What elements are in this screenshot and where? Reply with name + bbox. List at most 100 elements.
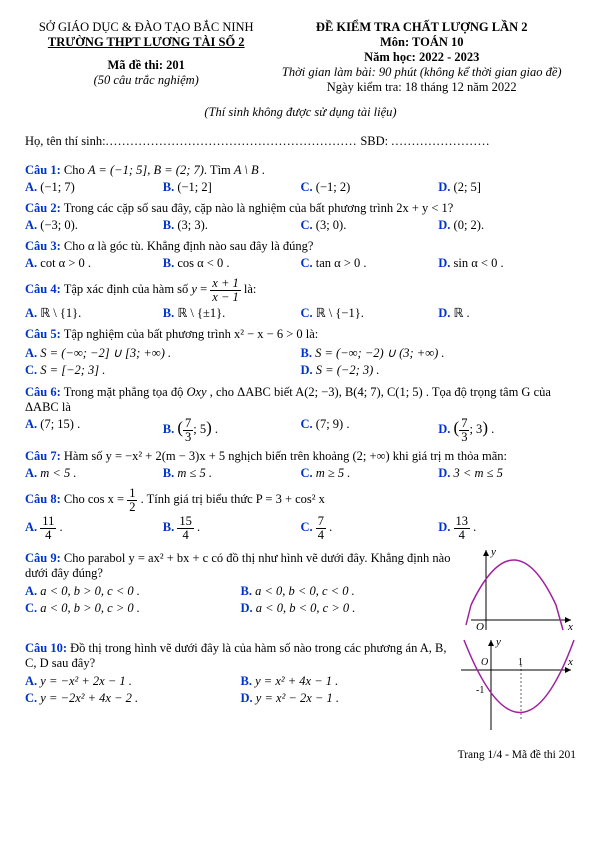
t: . bbox=[259, 163, 265, 177]
q10-text: Đồ thị trong hình vẽ dưới đây là của hàm… bbox=[25, 641, 447, 670]
title-line1: ĐỀ KIỂM TRA CHẤT LƯỢNG LẦN 2 bbox=[267, 20, 576, 35]
question-4: Câu 4: Tập xác định của hàm số y = x + 1… bbox=[25, 277, 576, 303]
opt-b: (3; 3). bbox=[177, 218, 208, 232]
t: Tập xác định của hàm số bbox=[64, 282, 192, 296]
opt-c: (3; 0). bbox=[316, 218, 347, 232]
d: 4 bbox=[177, 529, 194, 542]
opt-c: a < 0, b > 0, c > 0 . bbox=[40, 601, 140, 615]
title-line5: Ngày kiểm tra: 18 tháng 12 năm 2022 bbox=[267, 80, 576, 95]
t: ; 5 bbox=[193, 422, 206, 436]
n: 7 bbox=[459, 417, 469, 431]
q5-options: A. S = (−∞; −2] ∪ [3; +∞) . B. S = (−∞; … bbox=[25, 344, 576, 379]
question-6: Câu 6: Trong mặt phẳng tọa độ Oxy , cho … bbox=[25, 385, 576, 415]
question-2: Câu 2: Trong các cặp số sau đây, cặp nào… bbox=[25, 201, 576, 216]
n: 15 bbox=[177, 515, 194, 529]
q-label: Câu 5: bbox=[25, 327, 61, 341]
t: Trong mặt phẳng tọa độ bbox=[64, 385, 187, 399]
t: A = (−1; 5], B = (2; 7) bbox=[88, 163, 204, 177]
origin: O bbox=[481, 657, 488, 668]
q2-options: A. (−3; 0). B. (3; 3). C. (3; 0). D. (0;… bbox=[25, 218, 576, 233]
opt-d: sin α < 0 . bbox=[454, 256, 504, 270]
q-label: Câu 3: bbox=[25, 239, 61, 253]
q-label: Câu 8: bbox=[25, 492, 61, 506]
q9-text: Cho parabol y = ax² + bx + c có đồ thị n… bbox=[25, 551, 450, 580]
d: 3 bbox=[183, 431, 193, 444]
opt-d: ℝ . bbox=[454, 306, 470, 320]
opt-b: cos α < 0 . bbox=[177, 256, 229, 270]
t: Cho cos x = bbox=[64, 492, 127, 506]
q8-text: Cho cos x = 12 . Tính giá trị biểu thức … bbox=[64, 492, 325, 506]
opt-a: (−3; 0). bbox=[40, 218, 78, 232]
opt-a: (−1; 7) bbox=[40, 180, 74, 194]
exam-code: Mã đề thi: 201 bbox=[25, 58, 267, 73]
name-label: Họ, tên thí sinh: bbox=[25, 134, 106, 148]
footer: Trang 1/4 - Mã đề thi 201 bbox=[25, 749, 576, 761]
q3-text: Cho α là góc tù. Khẳng định nào sau đây … bbox=[64, 239, 314, 253]
tick1: 1 bbox=[518, 657, 523, 668]
q2-text: Trong các cặp số sau đây, cặp nào là ngh… bbox=[64, 201, 454, 215]
q-label: Câu 1: bbox=[25, 163, 61, 177]
opt-c: (7; 9) . bbox=[316, 417, 350, 431]
q-label: Câu 10: bbox=[25, 641, 67, 655]
opt-c: ℝ \ {−1}. bbox=[316, 306, 364, 320]
title-line4: Thời gian làm bài: 90 phút (không kể thờ… bbox=[267, 65, 576, 80]
d: 2 bbox=[127, 501, 137, 514]
q3-options: A. cot α > 0 . B. cos α < 0 . C. tan α >… bbox=[25, 256, 576, 271]
question-9-row: Câu 9: Cho parabol y = ax² + bx + c có đ… bbox=[25, 545, 576, 635]
opt-b: S = (−∞; −2) ∪ (3; +∞) . bbox=[315, 346, 444, 360]
opt-c: tan α > 0 . bbox=[316, 256, 367, 270]
n: 11 bbox=[40, 515, 56, 529]
question-8: Câu 8: Cho cos x = 12 . Tính giá trị biể… bbox=[25, 487, 576, 513]
question-1: Câu 1: Cho A = (−1; 5], B = (2; 7). Tìm … bbox=[25, 163, 576, 178]
sbd-label: SBD: bbox=[360, 134, 388, 148]
q9-graph: x y O bbox=[456, 545, 576, 635]
d: 3 bbox=[459, 431, 469, 444]
t: A \ B bbox=[234, 163, 259, 177]
d: 4 bbox=[316, 529, 326, 542]
q10-options: A. y = −x² + 2x − 1 . B. y = x² + 4x − 1… bbox=[25, 673, 456, 707]
tickm1: -1 bbox=[476, 685, 484, 696]
opt-a: y = −x² + 2x − 1 . bbox=[40, 674, 132, 688]
opt-a: m < 5 . bbox=[40, 466, 76, 480]
dots: ........................................… bbox=[106, 134, 358, 148]
q8-options: A. 114 . B. 154 . C. 74 . D. 134 . bbox=[25, 515, 576, 541]
parabola-down-icon: x y O bbox=[456, 545, 576, 635]
num: x + 1 bbox=[210, 277, 240, 291]
opt-d: a < 0, b < 0, c > 0 . bbox=[256, 601, 356, 615]
parabola-up-icon: x y O 1 -1 bbox=[456, 635, 576, 735]
q6-text: Trong mặt phẳng tọa độ Oxy , cho ΔABC bi… bbox=[25, 385, 551, 414]
opt-b: ℝ \ {±1}. bbox=[177, 306, 225, 320]
opt-c: y = −2x² + 4x − 2 . bbox=[40, 691, 138, 705]
n: 1 bbox=[127, 487, 137, 501]
q9-options: A. a < 0, b > 0, c < 0 . B. a < 0, b < 0… bbox=[25, 583, 456, 617]
opt-b: a < 0, b < 0, c < 0 . bbox=[255, 584, 355, 598]
dots: ........................ bbox=[391, 134, 490, 148]
axis-y: y bbox=[490, 546, 496, 558]
q-label: Câu 4: bbox=[25, 282, 61, 296]
opt-d: (2; 5] bbox=[454, 180, 481, 194]
q4-text: Tập xác định của hàm số y = x + 1x − 1 l… bbox=[64, 282, 257, 296]
opt-c: (−1; 2) bbox=[316, 180, 350, 194]
school-name: TRƯỜNG THPT LƯƠNG TÀI SỐ 2 bbox=[25, 35, 267, 50]
title-line3: Năm học: 2022 - 2023 bbox=[267, 50, 576, 65]
q7-text: Hàm số y = −x² + 2(m − 3)x + 5 nghịch bi… bbox=[64, 449, 507, 463]
opt-c: S = [−2; 3] . bbox=[40, 363, 105, 377]
opt-d: y = x² − 2x − 1 . bbox=[256, 691, 339, 705]
den: x − 1 bbox=[210, 291, 240, 304]
q5-text: Tập nghiệm của bất phương trình x² − x −… bbox=[64, 327, 319, 341]
q-label: Câu 7: bbox=[25, 449, 61, 463]
q1-options: A. (−1; 7) B. (−1; 2] C. (−1; 2) D. (2; … bbox=[25, 180, 576, 195]
opt-b: (−1; 2] bbox=[177, 180, 211, 194]
opt-a: S = (−∞; −2] ∪ [3; +∞) . bbox=[40, 346, 171, 360]
question-5: Câu 5: Tập nghiệm của bất phương trình x… bbox=[25, 327, 576, 342]
q-label: Câu 9: bbox=[25, 551, 61, 565]
t: . Tìm bbox=[204, 163, 234, 177]
question-3: Câu 3: Cho α là góc tù. Khẳng định nào s… bbox=[25, 239, 576, 254]
question-7: Câu 7: Hàm số y = −x² + 2(m − 3)x + 5 ng… bbox=[25, 449, 576, 464]
origin: O bbox=[476, 621, 484, 633]
exam-code-sub: (50 câu trắc nghiệm) bbox=[25, 73, 267, 88]
t: là: bbox=[244, 282, 257, 296]
q4-options: A. ℝ \ {1}. B. ℝ \ {±1}. C. ℝ \ {−1}. D.… bbox=[25, 305, 576, 321]
opt-a: (7; 15) . bbox=[40, 417, 80, 431]
axis-y: y bbox=[495, 636, 501, 648]
